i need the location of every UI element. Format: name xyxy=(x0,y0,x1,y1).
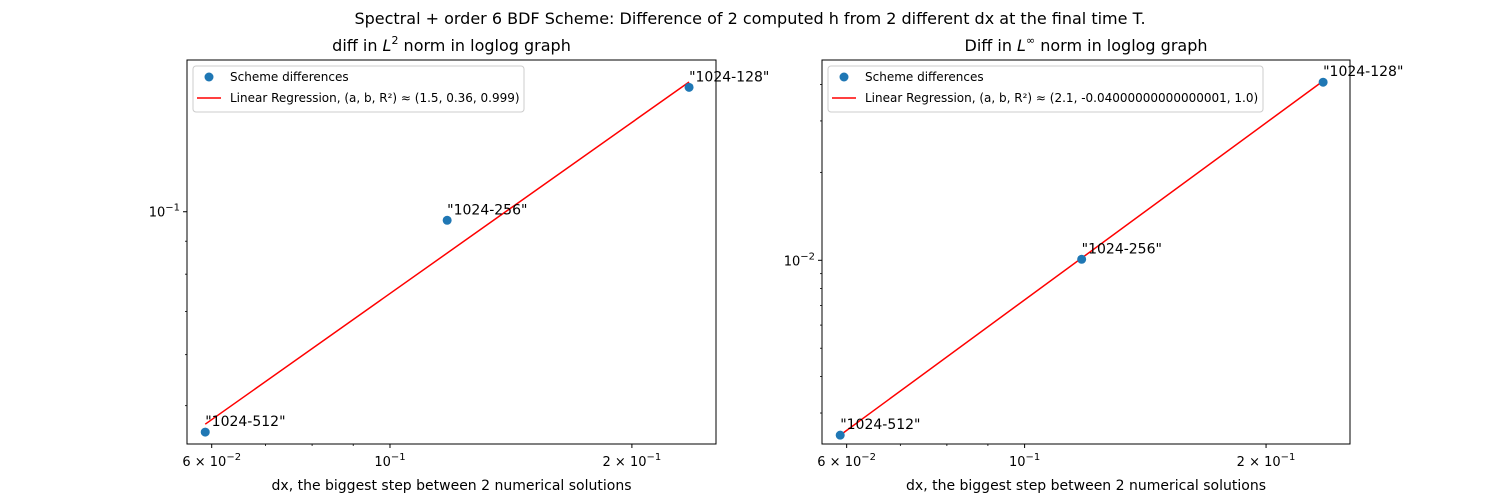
chart-panel-linf: Diff in L∞ norm in loglog graph 6 × 10−2 1… xyxy=(784,34,1404,494)
y-tick-label: 10−1 xyxy=(149,203,180,221)
y-tick-label: 10−2 xyxy=(784,251,815,269)
x-tick-label: 6 × 10−2 xyxy=(182,452,241,470)
data-point xyxy=(1077,254,1087,264)
legend: Scheme differences Linear Regression, (a,… xyxy=(827,65,1264,113)
data-point xyxy=(835,430,845,440)
legend-box xyxy=(827,65,1264,113)
point-annotation: "1024-128" xyxy=(689,69,769,85)
legend-box xyxy=(192,65,525,113)
legend-label-scatter: Scheme differences xyxy=(230,70,349,84)
x-tick-label: 10−1 xyxy=(1009,452,1040,470)
plot-frame xyxy=(186,59,717,445)
point-annotation: "1024-128" xyxy=(1323,64,1403,80)
point-annotation: "1024-256" xyxy=(1082,241,1162,257)
x-tick-label: 2 × 10−1 xyxy=(1237,452,1296,470)
point-annotation: "1024-256" xyxy=(447,202,527,218)
figure-title: Spectral + order 6 BDF Scheme: Differenc… xyxy=(354,9,1145,28)
x-axis-label: dx, the biggest step between 2 numerical… xyxy=(906,478,1266,494)
chart-panel-l2: diff in L2 norm in loglog graph 6 × 10−2 1… xyxy=(149,34,770,494)
x-axis-label: dx, the biggest step between 2 numerical… xyxy=(272,478,632,494)
legend-label-line: Linear Regression, (a, b, R²) ≈ (1.5, 0.… xyxy=(230,91,520,105)
legend-marker-scatter xyxy=(204,72,214,82)
chart-title: diff in L2 norm in loglog graph xyxy=(332,34,571,55)
point-annotation: "1024-512" xyxy=(205,414,285,430)
x-tick-label: 6 × 10−2 xyxy=(817,452,876,470)
chart-title: Diff in L∞ norm in loglog graph xyxy=(965,34,1208,55)
legend: Scheme differences Linear Regression, (a,… xyxy=(192,65,525,113)
data-point xyxy=(200,427,210,437)
data-point xyxy=(442,215,452,225)
data-point xyxy=(684,82,694,92)
legend-label-scatter: Scheme differences xyxy=(865,70,984,84)
x-tick-label: 2 × 10−1 xyxy=(603,452,662,470)
regression-line xyxy=(204,81,690,425)
data-point xyxy=(1318,77,1328,87)
legend-label-line: Linear Regression, (a, b, R²) ≈ (2.1, -0… xyxy=(865,91,1258,105)
x-tick-label: 10−1 xyxy=(374,452,405,470)
plot-frame xyxy=(821,59,1351,445)
legend-marker-scatter xyxy=(839,72,849,82)
point-annotation: "1024-512" xyxy=(840,417,920,433)
